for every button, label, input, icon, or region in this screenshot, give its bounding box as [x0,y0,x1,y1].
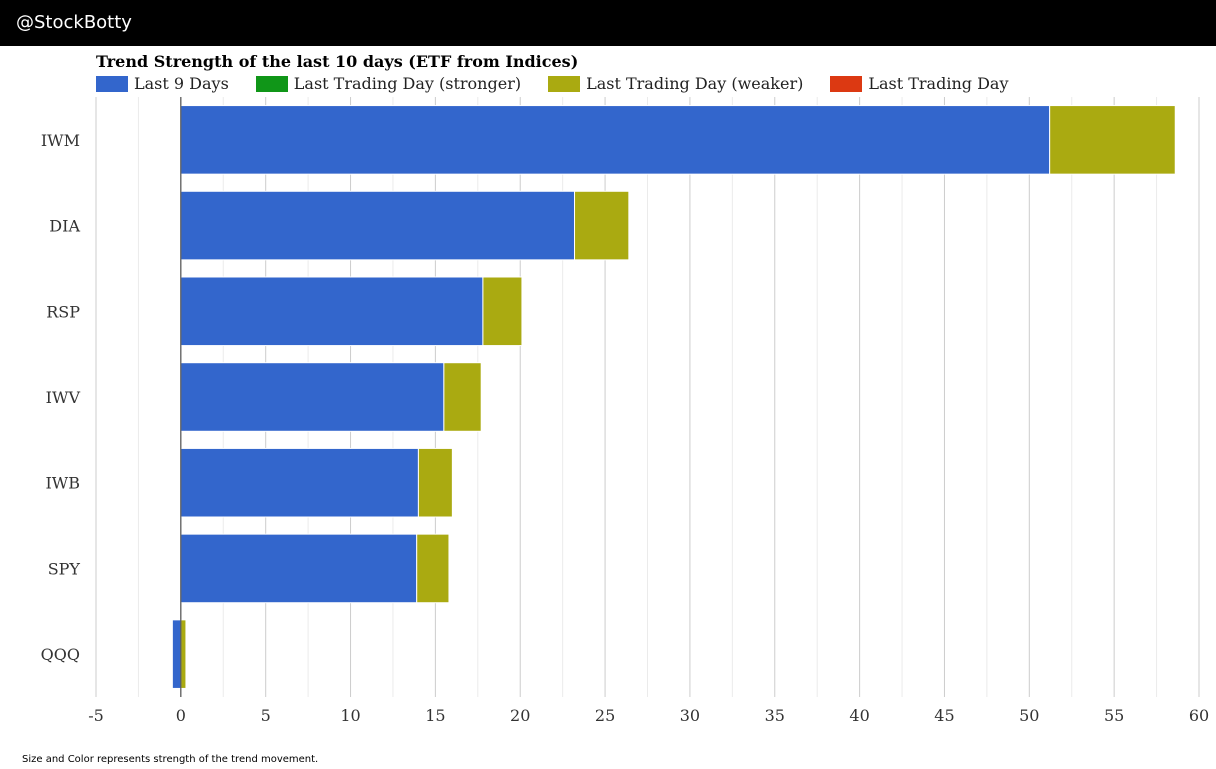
chart-title: Trend Strength of the last 10 days (ETF … [96,52,579,71]
bar-layer [171,105,1176,689]
bar-dia-last-day-weaker[interactable] [574,190,630,261]
legend-label: Last Trading Day (weaker) [586,74,804,93]
legend-swatch [255,76,288,92]
legend-item-stronger[interactable]: Last Trading Day (stronger) [255,74,522,94]
category-layer: IWM DIA RSP IWV IWB SPY QQQ [41,131,81,664]
category-label: RSP [46,302,80,321]
bar-rsp-last-day-weaker[interactable] [482,276,523,347]
bar-iwm-last-day-weaker[interactable] [1049,105,1176,175]
legend-label: Last Trading Day (stronger) [293,74,522,93]
bar-rsp-last-9-days[interactable] [180,276,484,347]
bar-qqq-last-day-weaker[interactable] [180,619,187,689]
x-tick-label: 35 [765,706,785,725]
legend: Last 9 Days Last Trading Day (stronger) … [96,74,1035,94]
bar-iwb-last-day-weaker[interactable] [417,447,453,518]
x-tick-label: 5 [261,706,271,725]
legend-item-weaker[interactable]: Last Trading Day (weaker) [548,74,803,94]
brand-handle: @StockBotty [16,12,132,33]
x-tick-label: 50 [1019,706,1039,725]
category-label: IWV [46,388,81,407]
legend-label: Last Trading Day [868,74,1009,93]
x-tick-label: 55 [1104,706,1124,725]
x-tick-label: 15 [425,706,445,725]
x-tick-label: -5 [88,706,104,725]
bar-iwv-last-day-weaker[interactable] [443,362,482,432]
x-tick-label: 40 [849,706,869,725]
category-label: IWB [45,474,80,493]
tick-layer: -5 0 5 10 15 20 25 30 35 40 45 50 55 60 [88,706,1209,725]
bar-iwv-last-9-days[interactable] [180,362,445,432]
legend-label: Last 9 Days [134,74,229,93]
x-tick-label: 60 [1189,706,1209,725]
x-tick-label: 0 [176,706,186,725]
category-label: QQQ [41,645,80,664]
bar-dia-last-9-days[interactable] [180,190,576,261]
x-tick-label: 30 [680,706,700,725]
legend-item-last-trading-day[interactable]: Last Trading Day [830,74,1008,94]
footnote: Size and Color represents strength of th… [22,754,319,765]
category-label: IWM [41,131,80,150]
legend-swatch [548,76,581,92]
bar-iwm-last-9-days[interactable] [180,105,1051,175]
category-label: SPY [48,559,81,578]
category-label: DIA [49,217,80,236]
bar-iwb-last-9-days[interactable] [180,447,419,518]
legend-swatch [830,76,863,92]
bar-spy-last-9-days[interactable] [180,533,418,604]
top-bar: @StockBotty [0,0,1216,46]
x-tick-label: 20 [510,706,530,725]
x-tick-label: 45 [934,706,954,725]
legend-item-last-9-days[interactable]: Last 9 Days [96,74,229,94]
x-tick-label: 10 [340,706,360,725]
legend-swatch [96,76,128,92]
bar-qqq-last-9-days[interactable] [171,619,182,689]
bar-spy-last-day-weaker[interactable] [416,533,450,604]
x-tick-label: 25 [595,706,615,725]
